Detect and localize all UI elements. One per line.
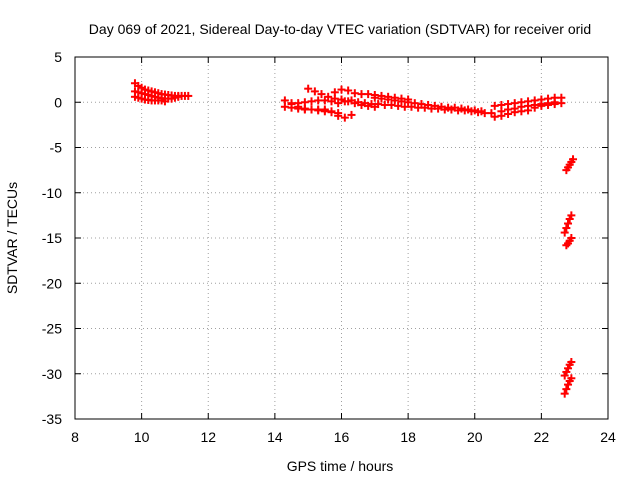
x-tick-label: 14 [267,429,283,445]
data-point [317,90,326,99]
x-tick-label: 22 [534,429,550,445]
y-tick-label: -15 [42,230,62,246]
x-tick-label: 8 [71,429,79,445]
x-tick-label: 12 [200,429,216,445]
y-tick-label: -10 [42,185,62,201]
y-tick-label: 0 [54,94,62,110]
y-tick-label: -25 [42,321,62,337]
y-tick-label: -20 [42,275,62,291]
data-point [160,97,169,106]
data-point [174,92,183,101]
x-tick-label: 10 [134,429,150,445]
data-point [560,389,569,398]
data-point [564,219,573,228]
x-tick-label: 20 [467,429,483,445]
data-point [310,87,319,96]
y-tick-label: -35 [42,411,62,427]
x-axis-label: GPS time / hours [287,458,394,474]
y-tick-label: -30 [42,366,62,382]
chart-title: Day 069 of 2021, Sidereal Day-to-day VTE… [89,21,591,37]
data-point [477,107,486,116]
data-point [560,228,569,237]
y-tick-label: 5 [54,49,62,65]
y-tick-label: -5 [50,140,63,156]
data-point [567,234,576,242]
data-point [567,357,576,366]
x-tick-label: 16 [334,429,350,445]
data-point [567,374,576,383]
data-point [497,107,506,116]
data-point [334,109,343,118]
data-point [344,86,353,95]
data-point [334,99,343,108]
y-axis-label: SDTVAR / TECUs [4,182,20,294]
data-point [340,113,349,122]
data-point [557,93,566,102]
data-points [130,79,578,398]
data-point [510,104,519,113]
data-point [347,110,356,119]
data-point [327,97,336,106]
data-point [184,91,193,100]
x-tick-label: 18 [400,429,416,445]
data-point [304,84,313,93]
axis-ticks: 8 10 12 14 16 18 20 22 24 5 0 -5 -10 -15 -20 -25 -30 -35 [42,49,616,445]
data-point [347,96,356,105]
x-tick-label: 24 [600,429,616,445]
data-point [562,385,571,394]
data-point [550,98,559,107]
data-point [567,211,576,220]
data-point [330,88,339,97]
data-point [569,155,578,164]
data-point [562,224,571,233]
